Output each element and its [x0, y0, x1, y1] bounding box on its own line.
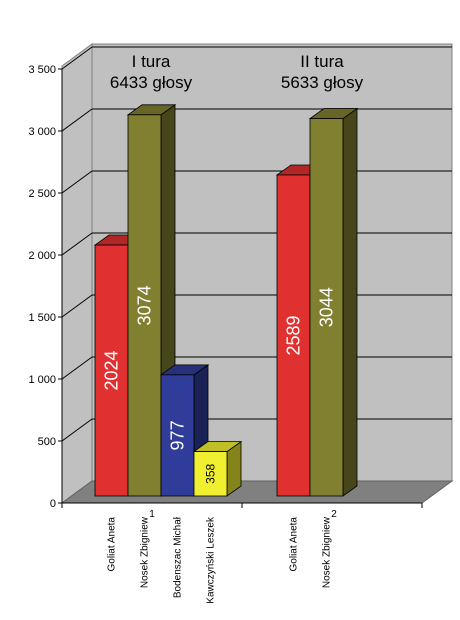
y-tick-label: 1 500	[28, 312, 56, 324]
data-label: 3074	[135, 285, 155, 325]
bar-front	[160, 374, 195, 497]
bar-front	[309, 118, 344, 497]
group-title-1: I tura	[132, 52, 171, 71]
group-subtitle-1: 6433 głosy	[110, 73, 193, 92]
category-label: Goliat Aneta	[107, 517, 118, 572]
y-tick-label: 3 500	[28, 64, 56, 76]
bar-side	[342, 107, 358, 497]
bar-1-4	[192, 440, 243, 497]
gridline-side	[61, 294, 93, 318]
y-tick-label: 2 500	[28, 188, 56, 200]
gridline-side	[61, 108, 93, 132]
group-title-2: II tura	[300, 52, 344, 71]
footnote-mark: 2	[331, 509, 337, 520]
bar-front	[193, 451, 228, 497]
y-tick-label: 2 000	[28, 250, 56, 262]
gridline-side	[61, 46, 93, 70]
data-label: 3044	[317, 287, 337, 327]
data-label: 2024	[102, 350, 122, 390]
axes: 0 500 1 000 1 500 2 000 2 500 3 000 3 500	[28, 64, 423, 510]
group-subtitle-2: 5633 głosy	[281, 73, 364, 92]
labels: 2024 Goliat Aneta 3074 Nosek Zbigniew 977 Bod…	[102, 285, 338, 603]
bar-2-2	[308, 107, 359, 497]
category-label: Goliat Aneta	[289, 517, 300, 572]
bar-front	[127, 114, 162, 497]
data-label: 358	[204, 463, 218, 483]
category-label: Kawczyński Leszek	[206, 516, 217, 604]
gridline-side	[61, 232, 93, 256]
bar-front	[276, 174, 311, 497]
y-tick-label: 0	[50, 498, 56, 510]
gridline-side	[61, 356, 93, 380]
footnote-mark: 1	[149, 509, 155, 520]
y-tick-label: 500	[38, 436, 56, 448]
gridline-side	[61, 170, 93, 194]
category-label: Bodenszac Michał	[173, 516, 184, 598]
data-label: 2589	[284, 315, 304, 355]
y-tick-label: 3 000	[28, 126, 56, 138]
bar-front	[94, 244, 129, 497]
data-label: 977	[168, 420, 188, 450]
bar-1-3	[159, 364, 210, 497]
bars	[93, 104, 359, 497]
category-label: Nosek Zbigniew	[140, 516, 151, 588]
category-label: Nosek Zbigniew	[322, 516, 333, 588]
y-tick-label: 1 000	[28, 374, 56, 386]
gridline-side	[61, 418, 93, 442]
